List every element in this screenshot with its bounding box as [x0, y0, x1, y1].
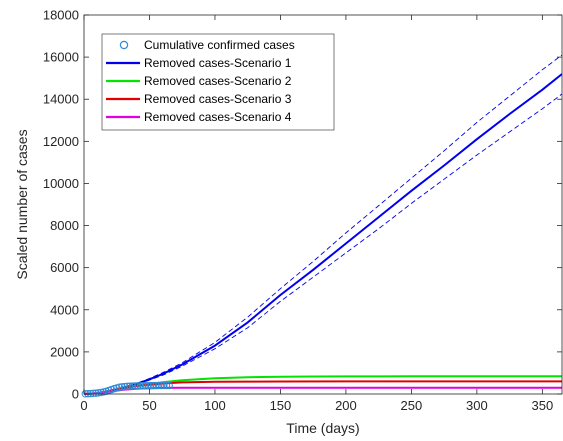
scatter-point [133, 382, 142, 390]
scatter-point [115, 383, 124, 391]
y-tick-label: 18000 [43, 8, 79, 23]
scatter-point [157, 381, 165, 390]
x-tick-label: 150 [270, 398, 292, 413]
y-tick-label: 4000 [50, 302, 79, 317]
y-tick-label: 12000 [43, 134, 79, 149]
y-tick-label: 0 [72, 387, 79, 402]
scatter-point [141, 382, 150, 390]
scatter-point [123, 382, 131, 391]
scatter-point [162, 381, 171, 390]
scatter-point [136, 382, 145, 390]
y-axis-title: Scaled number of cases [14, 129, 30, 279]
legend-box [101, 33, 335, 131]
x-tick-label: 100 [204, 398, 226, 413]
y-tick-label: 14000 [43, 92, 79, 107]
legend-label-scenario-4: Removed cases-Scenario 4 [144, 110, 292, 124]
x-tick-label: 200 [335, 398, 357, 413]
x-tick-label: 350 [532, 398, 554, 413]
legend-label-scenario-3: Removed cases-Scenario 3 [144, 92, 292, 106]
scatter-point [89, 389, 97, 398]
x-tick-label: 300 [466, 398, 488, 413]
scatter-point [97, 388, 105, 397]
y-tick-label: 10000 [43, 176, 79, 191]
legend: Cumulative confirmed cases Removed cases… [101, 33, 335, 131]
scatter-point [139, 382, 147, 390]
scatter-point [94, 389, 103, 397]
scatter-point [144, 381, 152, 390]
legend-marker-scatter [119, 40, 129, 50]
scatter-point [165, 381, 173, 390]
axes-layer: 0 50 100 150 200 250 300 350 0 2000 4000 6000 8000 10… [43, 8, 563, 413]
y-tick-label: 2000 [50, 344, 79, 359]
scatter-point [128, 382, 137, 390]
scatter-point [154, 381, 163, 390]
legend-label-scenario-2: Removed cases-Scenario 2 [144, 74, 292, 88]
x-tick-label: 50 [142, 398, 156, 413]
x-tick-label: 250 [401, 398, 423, 413]
x-tick-label: 0 [80, 398, 87, 413]
plot-frame [83, 14, 563, 395]
y-tick-label: 6000 [50, 260, 79, 275]
scatter-point [92, 389, 100, 397]
scatter-point [86, 389, 95, 398]
x-axis-title: Time (days) [286, 420, 359, 436]
scatter-point [118, 383, 126, 391]
scatter-point [120, 382, 129, 391]
y-tick-label: 8000 [50, 218, 79, 233]
legend-label-scenario-1: Removed cases-Scenario 1 [144, 56, 292, 70]
y-tick-label: 16000 [43, 50, 79, 65]
scatter-point [152, 381, 160, 390]
scatter-point [160, 381, 168, 390]
scatter-point [147, 381, 155, 390]
legend-label-scatter: Cumulative confirmed cases [144, 38, 295, 52]
scatter-point [126, 382, 134, 390]
scatter-point [149, 381, 158, 390]
scatter-point [131, 382, 139, 390]
